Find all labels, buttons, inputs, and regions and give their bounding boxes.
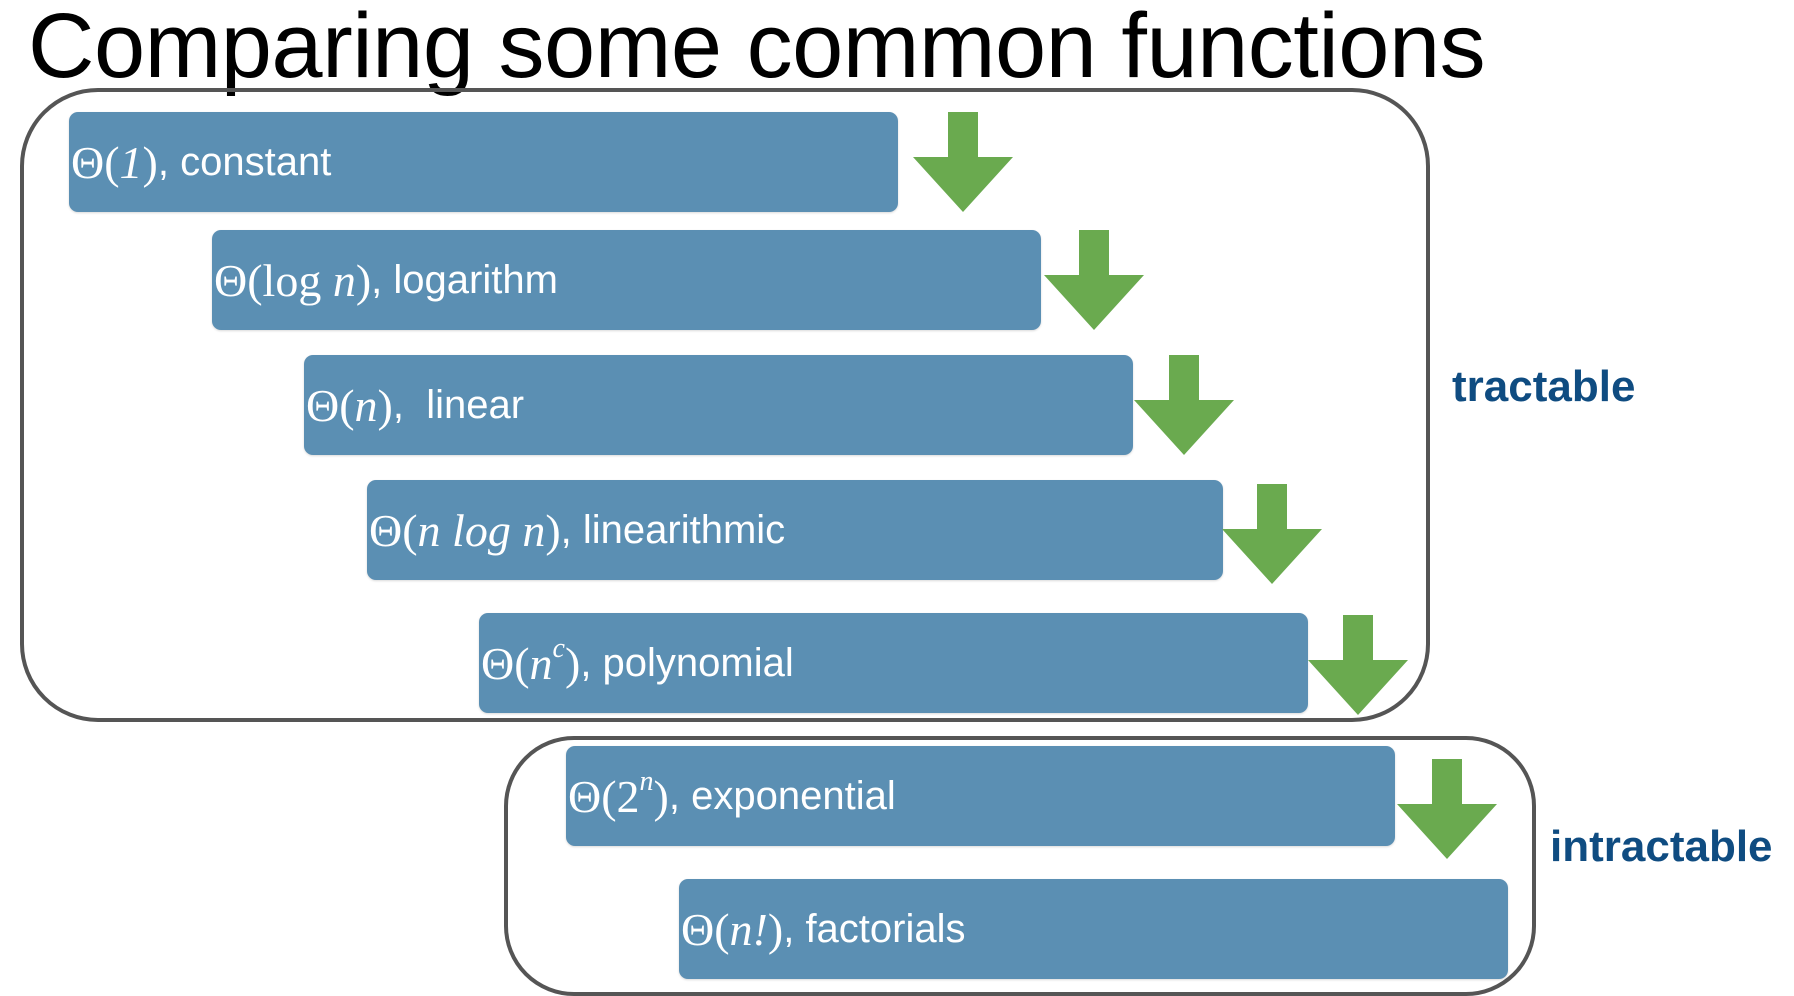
- function-name: linear: [426, 382, 525, 427]
- tractable-group-box: [20, 88, 1430, 722]
- down-arrow-icon: [1221, 484, 1323, 584]
- function-name: logarithm: [393, 257, 558, 302]
- down-arrow-icon: [1133, 355, 1235, 455]
- function-bar-exponential: Θ(2n), exponential: [566, 746, 1395, 846]
- page-title: Comparing some common functions: [28, 0, 1486, 97]
- function-name: polynomial: [602, 640, 794, 685]
- function-bar-polynomial: Θ(nc), polynomial: [479, 613, 1308, 713]
- function-bar-linearithmic: Θ(n log n), linearithmic: [367, 480, 1223, 580]
- function-name: factorials: [805, 906, 966, 951]
- down-arrow-icon: [912, 112, 1014, 212]
- down-arrow-icon: [1307, 615, 1409, 715]
- function-name: constant: [180, 139, 332, 184]
- down-arrow-icon: [1043, 230, 1145, 330]
- function-name: linearithmic: [582, 507, 786, 552]
- function-bar-logarithm: Θ(log n), logarithm: [212, 230, 1041, 330]
- down-arrow-icon: [1396, 759, 1498, 859]
- function-bar-constant: Θ(1), constant: [69, 112, 898, 212]
- function-bar-linear: Θ(n), linear: [304, 355, 1133, 455]
- intractable-label: intractable: [1550, 822, 1773, 871]
- function-name: exponential: [691, 773, 896, 818]
- tractable-label: tractable: [1452, 362, 1636, 411]
- function-bar-factorials: Θ(n!), factorials: [679, 879, 1508, 979]
